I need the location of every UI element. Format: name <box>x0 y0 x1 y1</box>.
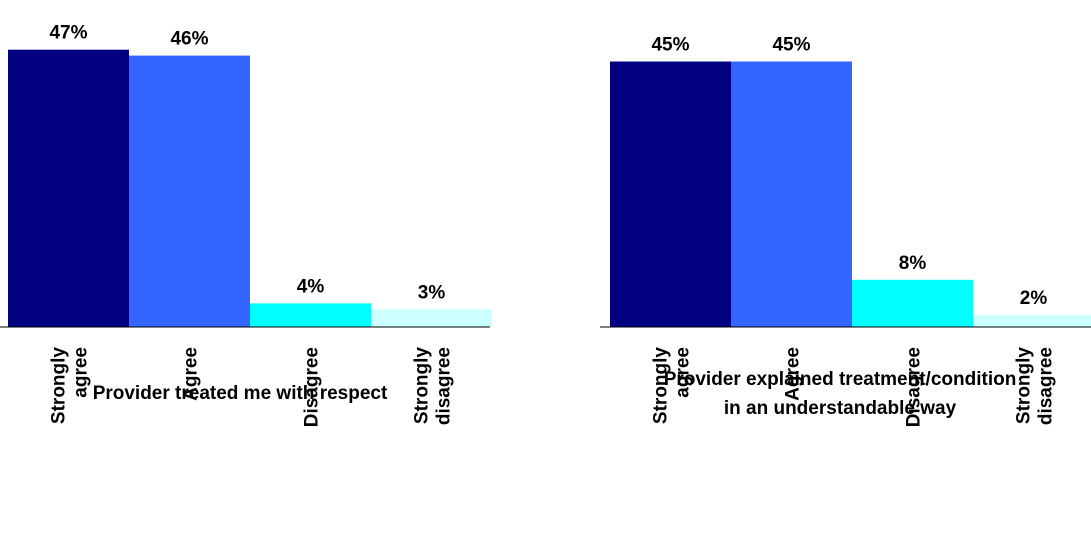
value-label-g1-2: 46% <box>170 29 208 50</box>
bar-g2-3 <box>852 279 973 327</box>
bar-g1-4 <box>371 309 492 327</box>
bar-g2-1 <box>610 61 731 327</box>
category-label-g1-3: Disagree <box>302 347 323 427</box>
group-2-title-line-2: in an understandable way <box>723 398 957 419</box>
value-label-g2-3: 8% <box>899 253 927 274</box>
value-label-g1-1: 47% <box>49 23 87 44</box>
category-label-g2-1: Stronglyagree <box>651 347 694 424</box>
value-label-g1-3: 4% <box>297 276 325 297</box>
category-label-g1-4: Stronglydisagree <box>412 347 455 426</box>
value-label-g2-2: 45% <box>772 35 810 56</box>
bar-g1-1 <box>8 49 129 327</box>
category-label-g1-2: Agree <box>181 347 202 401</box>
value-label-g2-1: 45% <box>651 35 689 56</box>
bar-g2-4 <box>973 315 1091 327</box>
value-label-g2-4: 2% <box>1020 288 1048 309</box>
bar-g2-2 <box>731 61 852 327</box>
category-label-g1-1: Stronglyagree <box>49 347 92 424</box>
category-label-g2-2: Agree <box>783 347 804 401</box>
bar-g1-2 <box>129 55 250 327</box>
group-2-title-line-1: Provider explained treatment/condition <box>663 369 1017 390</box>
value-label-g1-4: 3% <box>418 282 446 303</box>
bar-g1-3 <box>250 303 371 327</box>
group-1-title: Provider treated me with respect <box>0 379 480 408</box>
group-2-title: Provider explained treatment/condition i… <box>590 365 1090 423</box>
category-label-g2-3: Disagree <box>904 347 925 427</box>
group-1-title-text: Provider treated me with respect <box>92 383 388 404</box>
category-label-g2-4: Stronglydisagree <box>1014 347 1057 426</box>
